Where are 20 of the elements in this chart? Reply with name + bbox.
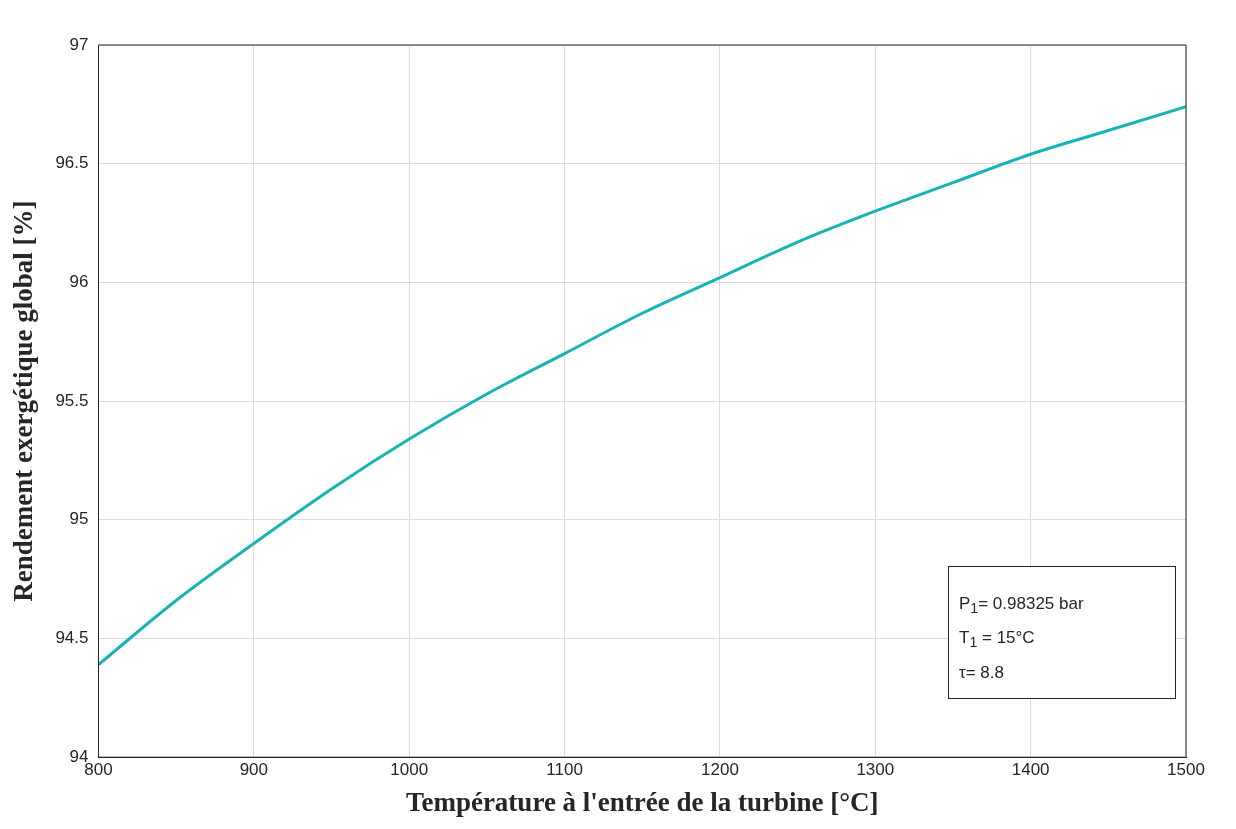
x-tick-label: 1000 bbox=[390, 760, 429, 780]
y-tick-label: 97 bbox=[69, 34, 89, 54]
y-tick-label: 95.5 bbox=[55, 390, 89, 410]
y-tick-label: 94.5 bbox=[55, 628, 89, 648]
y-tick-label: 95 bbox=[69, 509, 89, 529]
annotation: T$_{1}$ = 15°C bbox=[959, 627, 1036, 653]
x-tick-label: 900 bbox=[239, 760, 269, 780]
x-tick-label: 1200 bbox=[701, 760, 739, 780]
x-tick-label: 1100 bbox=[546, 760, 583, 780]
y-tick-label: 96.5 bbox=[55, 153, 89, 173]
annotation: P$_{1}$= 0.98325 bar bbox=[959, 593, 1085, 619]
annotation: τ= 8.8 bbox=[959, 661, 1005, 684]
x-tick-label: 1500 bbox=[1167, 760, 1205, 780]
x-tick-label: 1300 bbox=[856, 760, 895, 780]
x-axis-title: Température à l'entrée de la turbine [°C] bbox=[405, 786, 879, 817]
note-box: P$_{1}$= 0.98325 bar T$_{1}$ = 15°C τ= 8.8 bbox=[948, 566, 1176, 699]
x-tick-label: 1400 bbox=[1011, 760, 1050, 780]
y-tick-label: 96 bbox=[69, 272, 89, 292]
y-axis-title: Rendement exergétique global [%] bbox=[8, 200, 39, 602]
line-series bbox=[98, 105, 1186, 667]
